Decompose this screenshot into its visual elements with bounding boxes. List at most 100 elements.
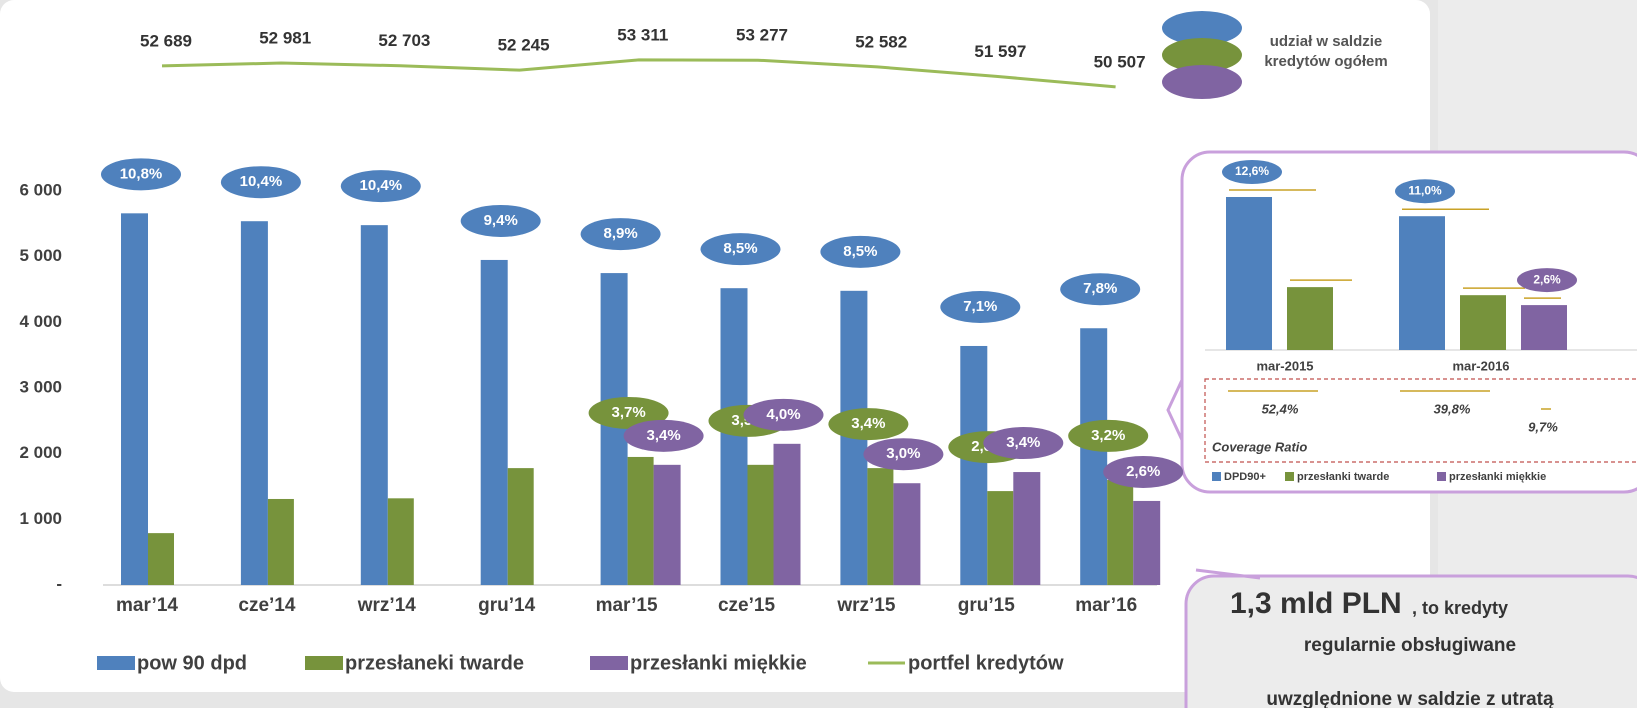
line-value-label: 50 507 (1094, 52, 1146, 71)
share-label: 10,4% (360, 177, 403, 194)
x-tick-label: mar-2015 (1256, 358, 1313, 373)
coverage-label: 39,8% (1434, 401, 1471, 416)
share-label: 10,4% (240, 173, 283, 190)
x-tick-label: cze’14 (238, 595, 295, 616)
bar (600, 273, 628, 585)
bar (1080, 328, 1108, 585)
x-tick-label: gru’15 (958, 595, 1015, 616)
share-bubble (1068, 419, 1149, 452)
legend-swatch (305, 656, 343, 670)
main-panel (0, 0, 1430, 692)
share-label: 10,8% (120, 165, 163, 182)
bar (387, 498, 414, 585)
share-bubble (1517, 268, 1577, 293)
line-value-label: 52 582 (855, 32, 907, 51)
y-tick-label: 4 000 (19, 312, 62, 331)
line-value-label: 52 689 (140, 31, 192, 50)
share-label: 3,4% (646, 427, 680, 444)
bar (960, 345, 988, 585)
x-tick-label: gru’14 (478, 595, 535, 616)
legend-label: portfel kredytów (908, 652, 1064, 674)
x-tick-label: wrz’15 (836, 595, 896, 616)
bar (360, 225, 388, 585)
bar (627, 456, 654, 585)
bar (987, 491, 1014, 585)
share-bubble (1060, 273, 1141, 306)
bar (1226, 197, 1272, 350)
share-bubble (828, 408, 909, 441)
share-bubble (983, 427, 1064, 460)
callout-pointer (1195, 568, 1261, 580)
bar (1287, 287, 1333, 350)
line-value-label: 53 311 (617, 25, 668, 44)
share-bubble (1222, 160, 1282, 184)
x-tick-label: mar’16 (1075, 595, 1137, 616)
coverage-label: 52,4% (1262, 401, 1299, 416)
share-bubble (820, 235, 901, 268)
share-bubble (588, 396, 669, 429)
legend-swatch (590, 656, 628, 670)
legend-label: przesłaneki twarde (345, 652, 524, 674)
line-value-label: 52 981 (259, 29, 311, 48)
share-label: 3,2% (1091, 427, 1125, 444)
bar (747, 464, 774, 585)
bar (1399, 216, 1445, 350)
share-label: 3,4% (1006, 434, 1040, 451)
callout-headline: 1,3 mld PLN (1230, 587, 1402, 620)
callout-line: uwzględnione w saldzie z utratą (1266, 689, 1554, 708)
share-label: 7,8% (1083, 280, 1117, 297)
share-label: 12,6% (1235, 164, 1269, 178)
y-tick-label: 6 000 (19, 180, 62, 199)
share-label: 2,6% (1533, 272, 1561, 286)
bar (148, 533, 174, 585)
y-tick-label: 5 000 (19, 246, 62, 265)
share-bubble (460, 204, 541, 237)
legend-label: pow 90 dpd (137, 652, 247, 674)
coverage-title: Coverage Ratio (1212, 439, 1307, 454)
line-value-label: 52 703 (378, 31, 430, 50)
share-bubble (940, 290, 1021, 323)
callout-line: regularnie obsługiwane (1304, 635, 1516, 656)
share-bubble (340, 170, 421, 203)
share-bubble (101, 158, 181, 191)
share-bubble (700, 233, 781, 266)
share-label: 7,1% (963, 298, 997, 315)
share-legend-label: udział w saldzie (1270, 33, 1383, 50)
bar (1521, 305, 1567, 350)
callout-suffix: , to kredyty (1412, 598, 1508, 618)
share-bubble (1103, 455, 1184, 488)
share-label: 8,9% (603, 225, 637, 242)
share-label: 3,0% (886, 445, 920, 462)
bar (773, 443, 801, 585)
share-legend-bubble (1162, 11, 1242, 45)
share-legend-label: kredytów ogółem (1264, 53, 1387, 70)
x-tick-label: mar-2016 (1452, 358, 1509, 373)
y-tick-label: 3 000 (19, 377, 62, 396)
line-value-label: 51 597 (974, 42, 1026, 61)
share-bubble (220, 166, 301, 199)
bar (121, 213, 148, 585)
bar (653, 464, 681, 585)
bar (1013, 472, 1041, 585)
share-legend-bubble (1162, 38, 1242, 72)
coverage-box (1204, 378, 1637, 463)
share-label: 3,7% (611, 404, 645, 421)
x-tick-label: wrz’14 (357, 595, 417, 616)
legend-label: przesłanki twarde (1297, 471, 1389, 483)
y-tick-label: 2 000 (19, 443, 62, 462)
bar (507, 468, 534, 585)
x-tick-label: mar’14 (116, 595, 178, 616)
share-legend-bubble (1162, 65, 1242, 99)
share-label: 11,0% (1408, 183, 1442, 197)
share-label: 9,4% (484, 212, 518, 229)
inset-pointer (1166, 379, 1184, 441)
legend-swatch (1437, 472, 1446, 481)
x-tick-label: mar’15 (596, 595, 658, 616)
y-tick-label: - (56, 574, 62, 593)
y-tick-label: 1 000 (19, 509, 62, 528)
portfolio-line (161, 58, 1116, 89)
coverage-label: 9,7% (1528, 419, 1558, 434)
callout-box (1184, 574, 1637, 708)
bar (267, 498, 294, 585)
share-label: 3,4% (851, 415, 885, 432)
